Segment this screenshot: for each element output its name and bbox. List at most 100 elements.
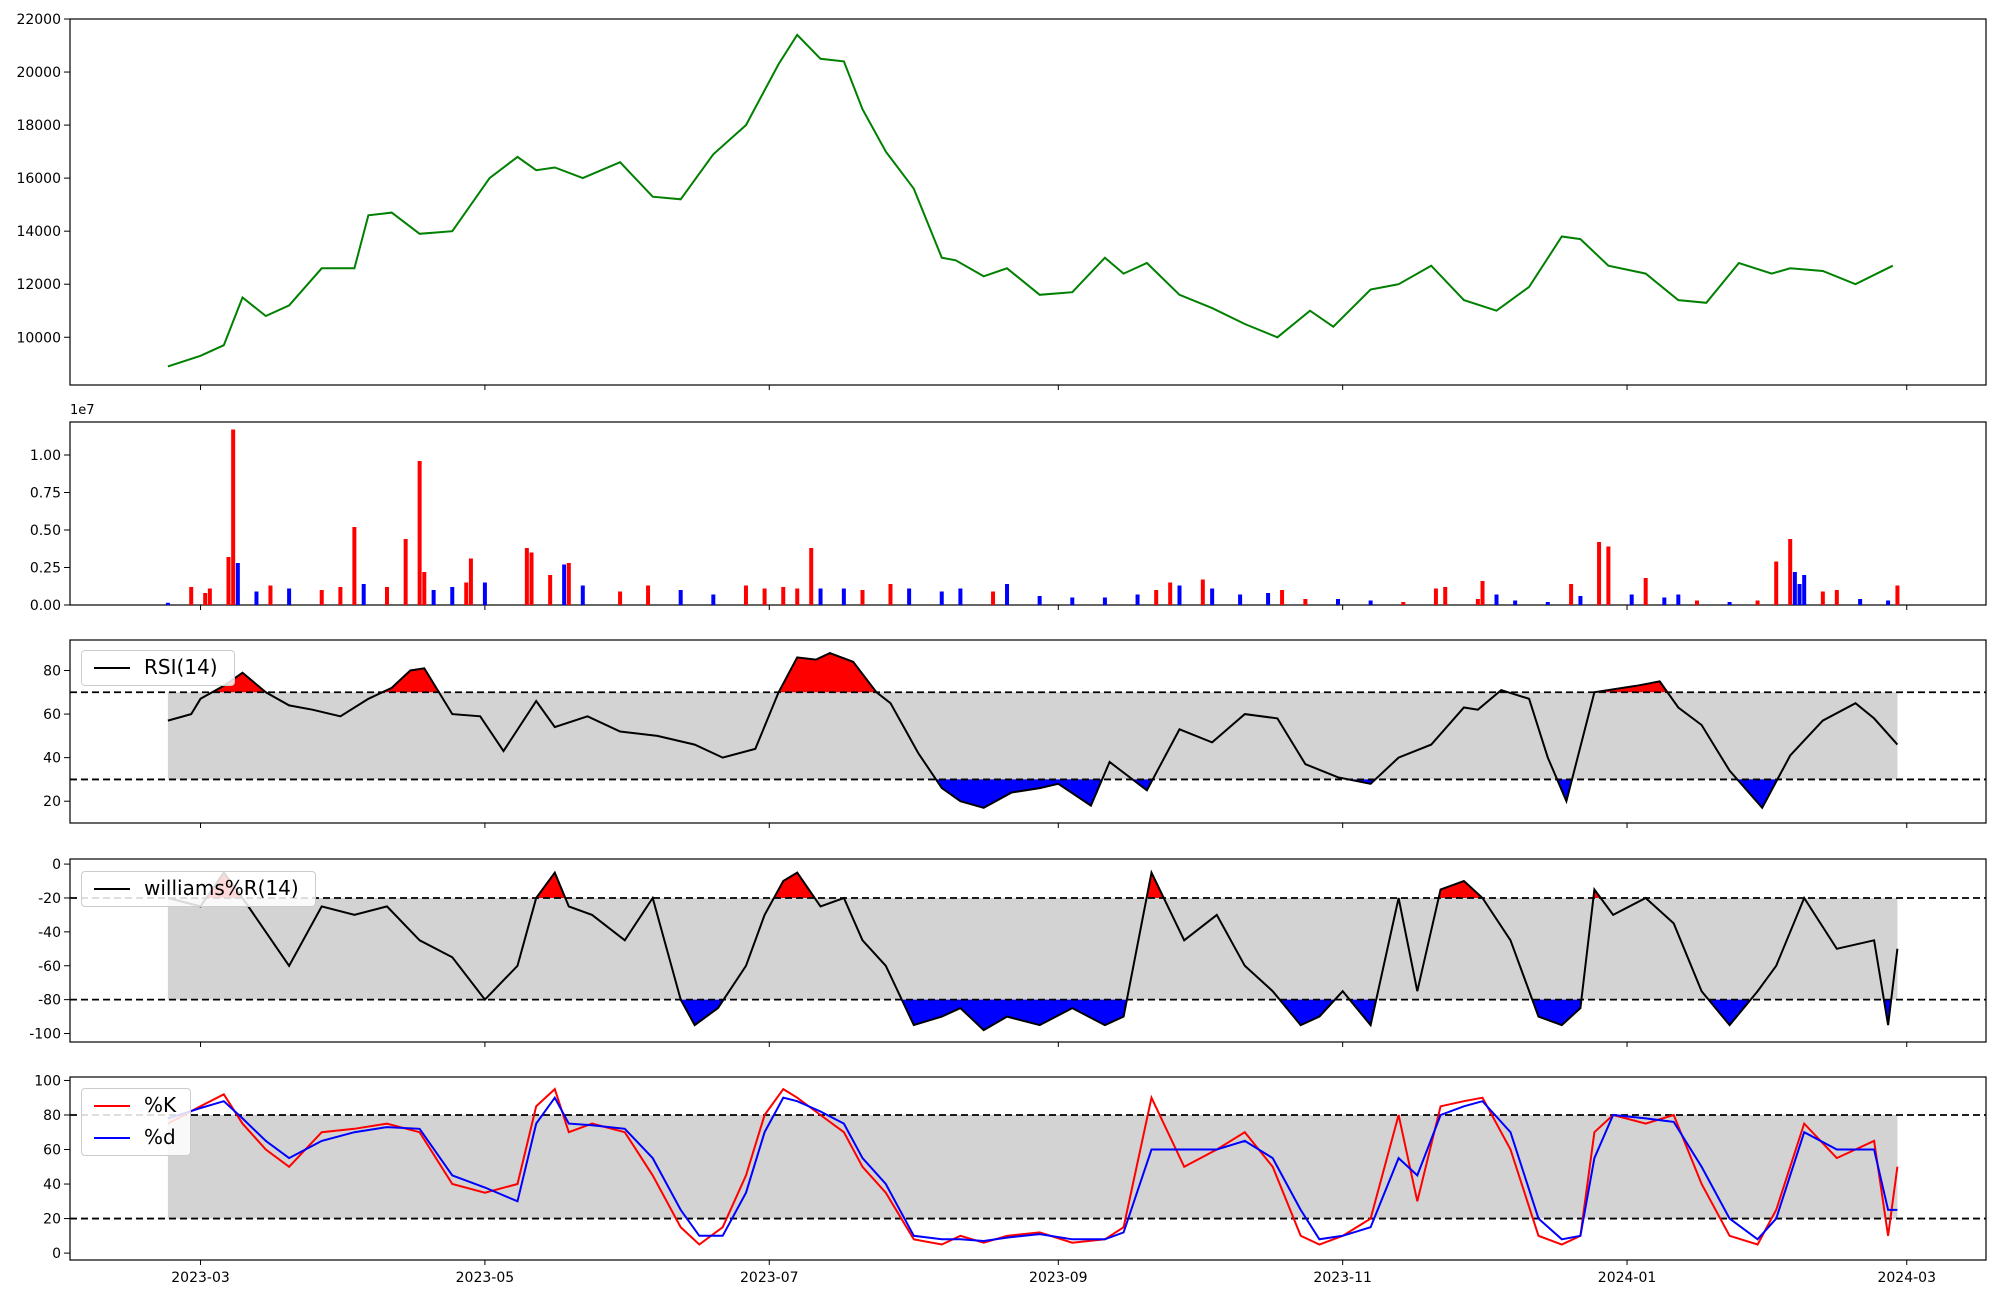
- rsi-band: [167, 692, 1898, 780]
- volume-bar: [1168, 582, 1173, 605]
- volume-bar: [1280, 590, 1285, 605]
- volume-bar: [226, 557, 231, 605]
- williams-overbought-fill: [1438, 881, 1483, 898]
- stochastic-ytick-label: 20: [43, 1212, 61, 1228]
- volume-bar: [958, 588, 963, 605]
- volume-bar: [1135, 594, 1140, 605]
- volume-bar: [231, 429, 236, 605]
- price-ytick-label: 20000: [16, 65, 61, 81]
- stochastic-ytick-label: 80: [43, 1108, 61, 1124]
- stochastic-ytick-label: 40: [43, 1177, 61, 1193]
- volume-bar: [422, 572, 427, 605]
- volume-bar: [1895, 585, 1900, 605]
- x-tick-label: 2023-07: [740, 1270, 799, 1286]
- volume-bar: [1154, 590, 1159, 605]
- rsi-ytick-label: 80: [43, 664, 61, 680]
- volume-bar: [566, 563, 571, 605]
- volume-bar: [268, 585, 273, 605]
- williams-legend: williams%R(14): [81, 871, 316, 907]
- d-line: [167, 1095, 1898, 1243]
- volume-bar: [1443, 587, 1448, 605]
- volume-bar: [1401, 602, 1406, 605]
- volume-bar: [524, 548, 529, 605]
- volume-bar: [1303, 599, 1308, 605]
- volume-bar: [1834, 590, 1839, 605]
- volume-bar: [1210, 588, 1215, 605]
- volume-bar: [338, 587, 343, 605]
- williams-ytick-label: -20: [38, 891, 61, 907]
- volume-bar: [888, 584, 893, 605]
- stochastic-ytick-label: 0: [52, 1246, 61, 1262]
- volume-bar: [762, 588, 767, 605]
- volume-bar: [1070, 597, 1075, 605]
- volume-bar: [1578, 596, 1583, 605]
- volume-bar: [1792, 572, 1797, 605]
- rsi-legend-line: [94, 667, 130, 669]
- williams-ytick-label: -60: [38, 959, 61, 975]
- williams-ytick-label: -100: [29, 1027, 61, 1043]
- volume-bar: [841, 588, 846, 605]
- volume-bar: [562, 564, 567, 605]
- volume-bar: [1266, 593, 1271, 605]
- volume-bar: [450, 587, 455, 605]
- rsi-ytick-label: 60: [43, 707, 61, 723]
- volume-bar: [1368, 600, 1373, 605]
- volume-bar: [1597, 542, 1602, 605]
- stochastic-ytick-label: 100: [34, 1073, 61, 1089]
- volume-bar: [907, 588, 912, 605]
- rsi-legend-label: RSI(14): [144, 655, 218, 679]
- volume-bar: [235, 563, 240, 605]
- volume-bar: [1200, 579, 1205, 605]
- volume-bar: [743, 585, 748, 605]
- volume-bar: [1797, 584, 1802, 605]
- volume-bar: [1788, 539, 1793, 605]
- volume-bar: [1643, 578, 1648, 605]
- volume-bar: [1858, 599, 1863, 605]
- d-legend-line: [94, 1137, 130, 1139]
- price-line: [167, 33, 1894, 368]
- volume-bar: [1177, 585, 1182, 605]
- volume-ytick-label: 0.00: [30, 598, 61, 614]
- williams-oversold-fill: [1708, 999, 1751, 1026]
- volume-bar: [1676, 594, 1681, 605]
- williams-oversold-fill: [1532, 999, 1582, 1026]
- volume-bar: [207, 588, 212, 605]
- rsi-panel: [69, 639, 1987, 824]
- rsi-oversold-fill: [1557, 779, 1572, 802]
- williams-overbought-fill: [773, 872, 815, 898]
- williams-overbought-fill: [536, 872, 566, 898]
- volume-bar: [1662, 597, 1667, 605]
- x-tick-label: 2023-03: [171, 1270, 230, 1286]
- williams-ytick-label: -40: [38, 925, 61, 941]
- volume-offset-label: 1e7: [70, 403, 95, 418]
- volume-bar: [1694, 600, 1699, 605]
- volume-ytick-label: 1.00: [30, 448, 61, 464]
- k-legend-label: %K: [144, 1093, 177, 1117]
- price-ytick-label: 22000: [16, 12, 61, 28]
- williams-legend-label: williams%R(14): [144, 876, 299, 900]
- rsi-overbought-fill: [382, 668, 439, 693]
- volume-bar: [319, 590, 324, 605]
- volume-bar: [403, 539, 408, 605]
- volume-bar: [1545, 602, 1550, 605]
- volume-bar: [1606, 546, 1611, 605]
- rsi-overbought-fill: [212, 672, 266, 693]
- volume-bar: [711, 594, 716, 605]
- volume-bar: [165, 602, 170, 605]
- rsi-oversold-fill: [935, 779, 1103, 808]
- x-tick-label: 2023-05: [456, 1270, 515, 1286]
- volume-bar: [1513, 600, 1518, 605]
- volume-bar: [1494, 594, 1499, 605]
- volume-bar: [1569, 584, 1574, 605]
- stochastic-panel: [69, 1076, 1987, 1261]
- volume-bar: [352, 527, 357, 605]
- williams-legend-line: [94, 888, 130, 890]
- volume-bar: [254, 591, 259, 605]
- volume-bar: [580, 585, 585, 605]
- volume-bar: [1475, 599, 1480, 605]
- rsi-legend: RSI(14): [81, 650, 235, 686]
- williams-line: [167, 869, 1899, 1032]
- williams-panel: [69, 858, 1987, 1043]
- volume-bar: [548, 575, 553, 605]
- williams-ytick-label: 0: [52, 857, 61, 873]
